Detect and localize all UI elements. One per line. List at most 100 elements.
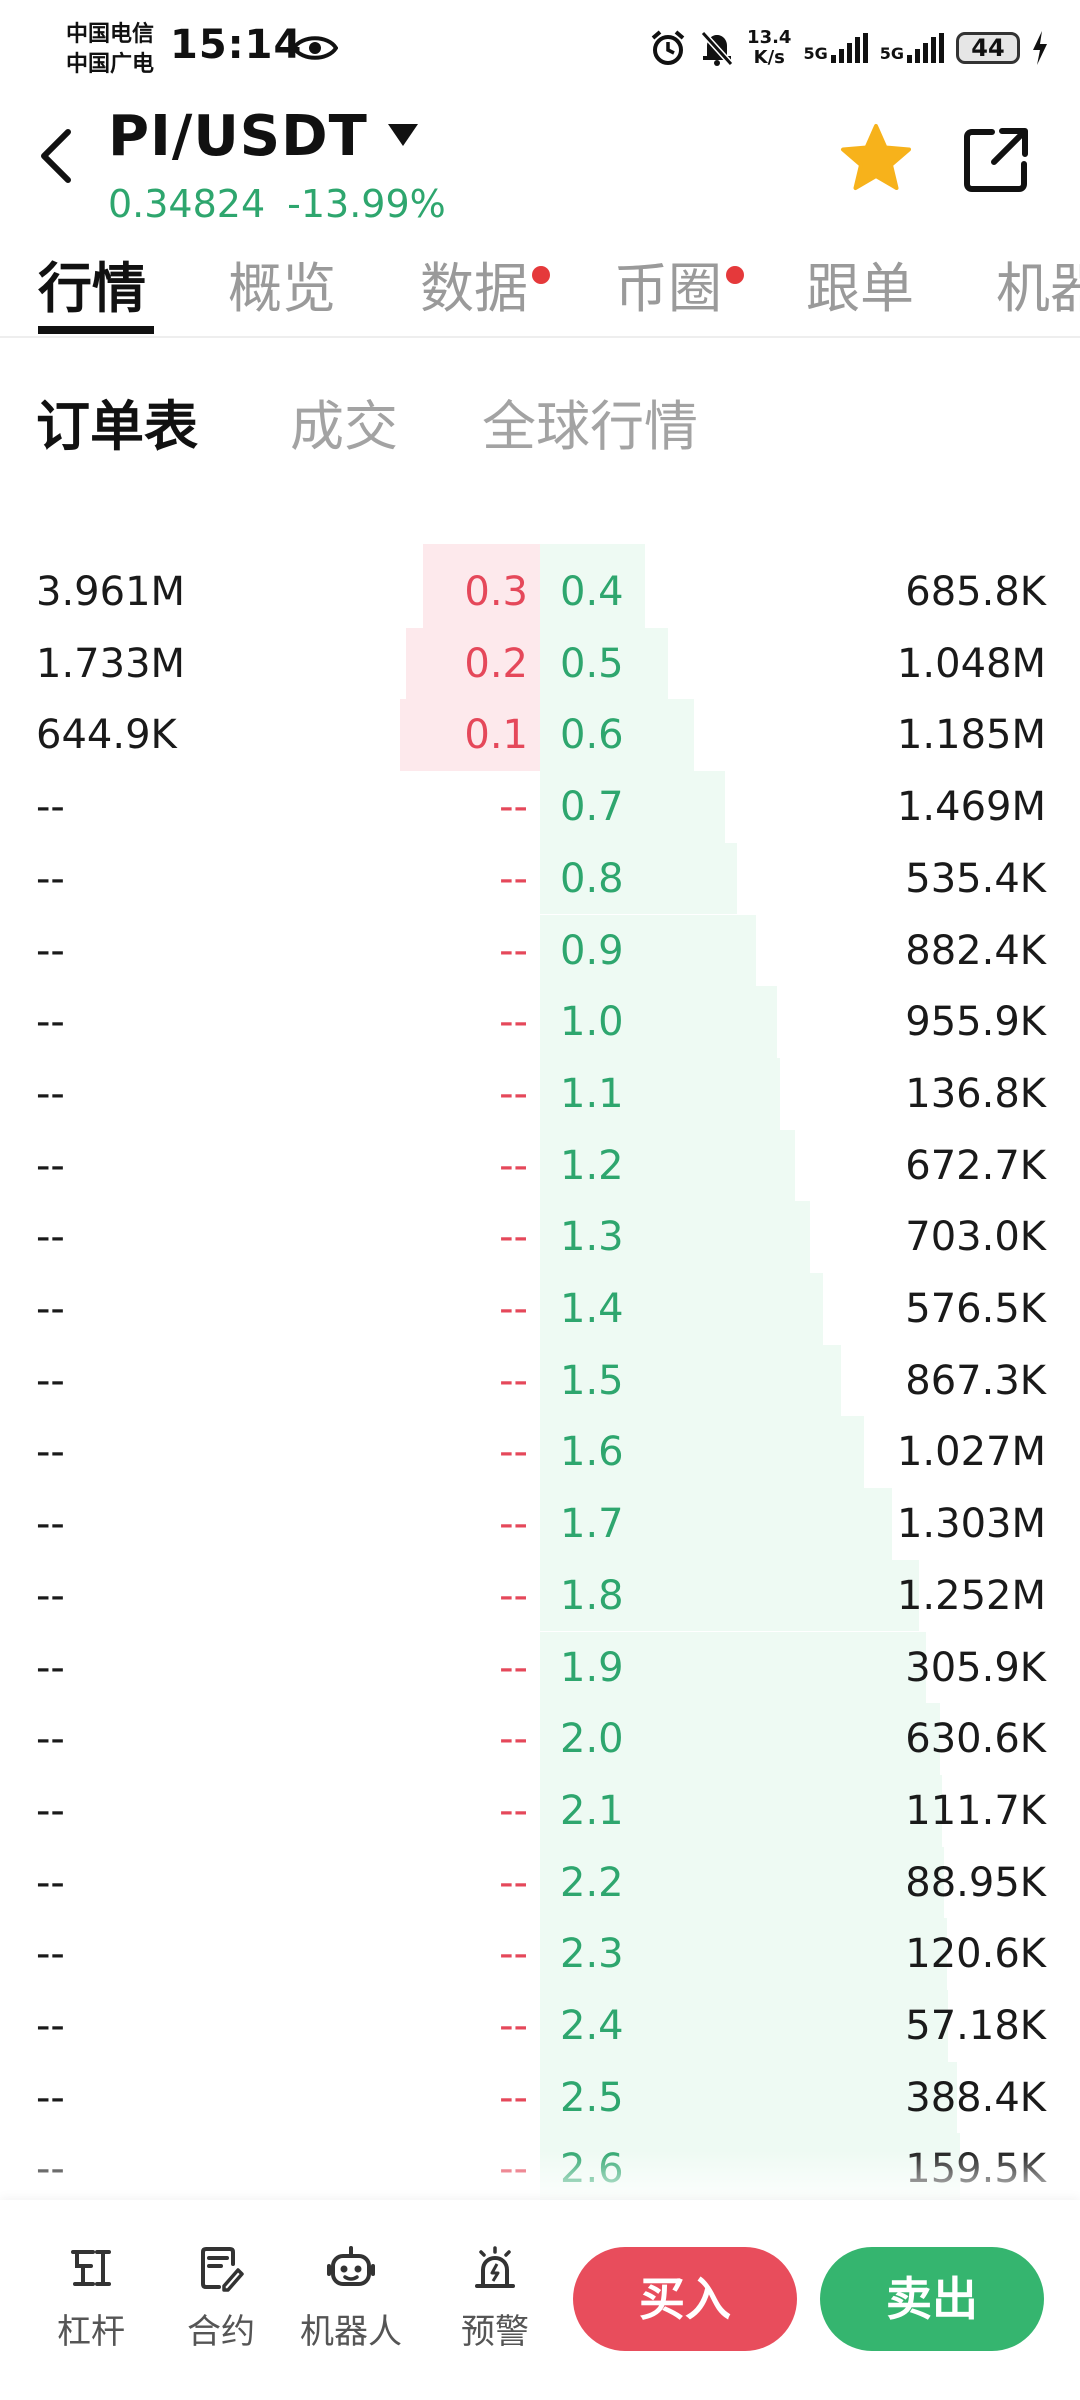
order-book-row[interactable]: -- -- 0.9 882.4K [0, 915, 1080, 987]
order-book-row[interactable]: -- -- 1.1 136.8K [0, 1058, 1080, 1130]
bid-volume: -- [36, 1286, 65, 1332]
bid-depth-bar [400, 699, 540, 772]
ask-price: 0.4 [560, 569, 624, 615]
order-book-row[interactable]: -- -- 1.5 867.3K [0, 1345, 1080, 1417]
alert-icon [475, 2246, 515, 2288]
buy-button[interactable]: 买入 [573, 2247, 797, 2351]
order-book-row[interactable]: -- -- 1.4 576.5K [0, 1273, 1080, 1345]
share-icon[interactable] [962, 126, 1030, 194]
bid-volume: -- [36, 855, 65, 902]
order-book-row[interactable]: -- -- 0.7 1.469M [0, 771, 1080, 843]
ask-price: 0.9 [560, 927, 624, 974]
bid-volume: 1.733M [36, 640, 186, 687]
tab-label: 概览 [228, 257, 336, 320]
back-icon[interactable] [34, 126, 76, 186]
ask-depth-bar [540, 1846, 945, 1919]
bid-volume: -- [36, 1644, 65, 1691]
scroll-fade [0, 2150, 1080, 2200]
ask-volume: 672.7K [905, 1142, 1046, 1189]
bid-price: -- [499, 2003, 528, 2049]
tab-bot[interactable]: 机器 [996, 244, 1080, 320]
order-book-row[interactable]: -- -- 0.8 535.4K [0, 843, 1080, 915]
notification-dot [532, 266, 550, 284]
bot-button[interactable]: 机器人 [296, 2244, 406, 2353]
ask-volume: 576.5K [905, 1286, 1046, 1332]
bid-volume: -- [36, 927, 65, 974]
order-book-row[interactable]: -- -- 2.1 111.7K [0, 1775, 1080, 1847]
order-book[interactable]: 3.961M 0.3 0.4 685.8K 1.733M 0.2 0.5 1.048M 644.… [0, 500, 1080, 2200]
bid-price: -- [499, 855, 528, 902]
bid-price: 0.2 [464, 640, 528, 687]
star-icon[interactable] [838, 122, 914, 194]
order-book-row[interactable]: 3.961M 0.3 0.4 685.8K [0, 556, 1080, 628]
ask-price: 0.5 [560, 640, 624, 687]
tab-overview[interactable]: 概览 [228, 244, 336, 320]
subtab-trades[interactable]: 成交 [290, 395, 398, 458]
bid-volume: -- [36, 1357, 65, 1404]
contract-button[interactable]: 合约 [166, 2244, 276, 2353]
net-speed: 13.4 K/s [747, 28, 791, 68]
order-book-row[interactable]: -- -- 1.2 672.7K [0, 1130, 1080, 1202]
bid-price: -- [499, 1214, 528, 1261]
order-book-row[interactable]: -- -- 1.9 305.9K [0, 1632, 1080, 1704]
carrier-2: 中国广电 [66, 52, 155, 77]
order-book-row[interactable]: 1.733M 0.2 0.5 1.048M [0, 628, 1080, 700]
order-book-row[interactable]: -- -- 2.3 120.6K [0, 1918, 1080, 1990]
ask-volume: 305.9K [905, 1644, 1046, 1691]
tab-label: 币圈 [614, 257, 722, 320]
bot-label: 机器人 [300, 2312, 402, 2352]
ask-volume: 955.9K [905, 999, 1046, 1046]
ask-depth-bar [540, 1703, 940, 1775]
bid-volume: -- [36, 1070, 65, 1117]
pair-title[interactable]: PI/USDT [108, 104, 368, 169]
tab-crypto-circle[interactable]: 币圈 [614, 244, 744, 320]
order-book-row[interactable]: -- -- 1.8 1.252M [0, 1560, 1080, 1632]
subtab-order-book[interactable]: 订单表 [36, 395, 198, 458]
ask-depth-bar [540, 1631, 927, 1704]
ask-depth-bar [540, 544, 645, 628]
price-summary: 0.34824 -13.99% [108, 182, 446, 222]
tab-market[interactable]: 行情 [38, 244, 146, 320]
order-book-row[interactable]: -- -- 1.7 1.303M [0, 1488, 1080, 1560]
bid-price: -- [499, 1286, 528, 1332]
ask-price: 2.0 [560, 1716, 624, 1763]
bottom-action-bar: 杠杆 合约 机器人 预警 买入 卖出 [0, 2200, 1080, 2400]
sell-button[interactable]: 卖出 [820, 2247, 1044, 2351]
tab-copy-trade[interactable]: 跟单 [806, 244, 914, 320]
subtab-global-market[interactable]: 全球行情 [482, 395, 698, 458]
bid-price: -- [499, 1787, 528, 1834]
bid-volume: -- [36, 1429, 65, 1476]
signal-1: 5G [803, 33, 868, 63]
caret-down-icon[interactable] [386, 120, 420, 150]
ask-price: 1.8 [560, 1572, 624, 1619]
tab-data[interactable]: 数据 [420, 244, 550, 320]
ask-depth-bar [540, 914, 757, 987]
charging-icon [1033, 31, 1047, 65]
leverage-button[interactable]: 杠杆 [36, 2244, 146, 2353]
order-book-row[interactable]: -- -- 1.6 1.027M [0, 1416, 1080, 1488]
ask-depth-bar [540, 2061, 957, 2134]
alert-button[interactable]: 预警 [440, 2244, 550, 2353]
ask-price: 0.8 [560, 855, 624, 902]
ask-depth-bar [540, 1344, 842, 1417]
order-book-row[interactable]: -- -- 1.0 955.9K [0, 986, 1080, 1058]
status-bar: 中国电信 中国广电 15:14 13.4 K/s 5G 5G [0, 0, 1080, 100]
order-book-row[interactable]: -- -- 2.0 630.6K [0, 1703, 1080, 1775]
order-book-row[interactable]: 644.9K 0.1 0.6 1.185M [0, 699, 1080, 771]
bid-depth-bar [422, 544, 540, 628]
order-book-row[interactable]: -- -- 2.2 88.95K [0, 1847, 1080, 1919]
order-book-row[interactable]: -- -- 2.4 57.18K [0, 1990, 1080, 2062]
net-type-1: 5G [803, 44, 828, 63]
ask-price: 2.5 [560, 2074, 624, 2121]
ask-depth-bar [540, 1416, 864, 1489]
last-price: 0.34824 [108, 182, 266, 222]
ask-volume: 703.0K [905, 1214, 1046, 1261]
order-book-row[interactable]: -- -- 1.3 703.0K [0, 1201, 1080, 1273]
ask-price: 2.2 [560, 1859, 624, 1906]
ask-volume: 57.18K [905, 2003, 1046, 2049]
order-book-row[interactable]: -- -- 2.5 388.4K [0, 2062, 1080, 2134]
alarm-icon [651, 30, 685, 65]
ask-price: 1.3 [560, 1214, 624, 1261]
ask-price: 2.4 [560, 2003, 624, 2049]
tab-label: 数据 [420, 257, 528, 320]
